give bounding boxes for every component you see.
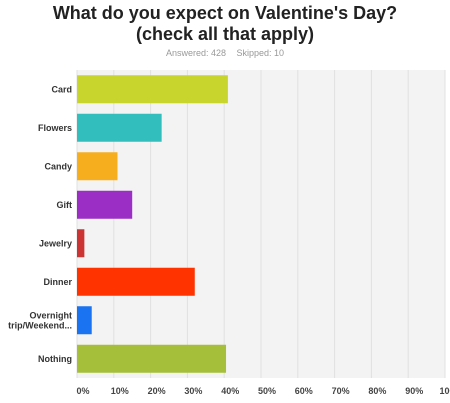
bar-overnight-trip-weekend — [77, 306, 92, 335]
x-tick-label: 90% — [405, 386, 423, 396]
category-label: Nothing — [38, 354, 72, 364]
category-label: Overnight — [29, 310, 72, 320]
x-tick-label: 100% — [439, 386, 450, 396]
bar-flowers — [77, 113, 162, 142]
x-tick-label: 80% — [368, 386, 386, 396]
category-label: trip/Weekend... — [8, 320, 72, 330]
category-label: Dinner — [43, 277, 72, 287]
category-label: Flowers — [38, 123, 72, 133]
category-label: Card — [51, 84, 72, 94]
bar-gift — [77, 190, 133, 219]
bar-jewelry — [77, 229, 85, 258]
bar-nothing — [77, 344, 227, 373]
chart-title-line1: What do you expect on Valentine's Day? — [52, 3, 398, 23]
category-label: Jewelry — [39, 238, 72, 248]
category-label: Candy — [44, 161, 72, 171]
answered-count: Answered: 428 — [165, 48, 226, 58]
skipped-count: Skipped: 10 — [236, 48, 285, 58]
chart-subtitle: (check all that apply) — [135, 24, 315, 44]
x-tick-label: 40% — [221, 386, 239, 396]
x-tick-label: 0% — [76, 386, 89, 396]
category-label: Gift — [57, 200, 73, 210]
x-tick-label: 20% — [148, 386, 166, 396]
response-stats: Answered: 428 Skipped: 10 — [0, 48, 450, 58]
x-tick-label: 10% — [111, 386, 129, 396]
x-tick-label: 70% — [332, 386, 350, 396]
x-tick-label: 60% — [295, 386, 313, 396]
bar-candy — [77, 152, 118, 181]
x-tick-label: 30% — [184, 386, 202, 396]
bar-card — [77, 75, 228, 104]
bar-dinner — [77, 267, 195, 296]
x-tick-label: 50% — [258, 386, 276, 396]
chart-title: What do you expect on Valentine's Day? (… — [0, 3, 450, 45]
